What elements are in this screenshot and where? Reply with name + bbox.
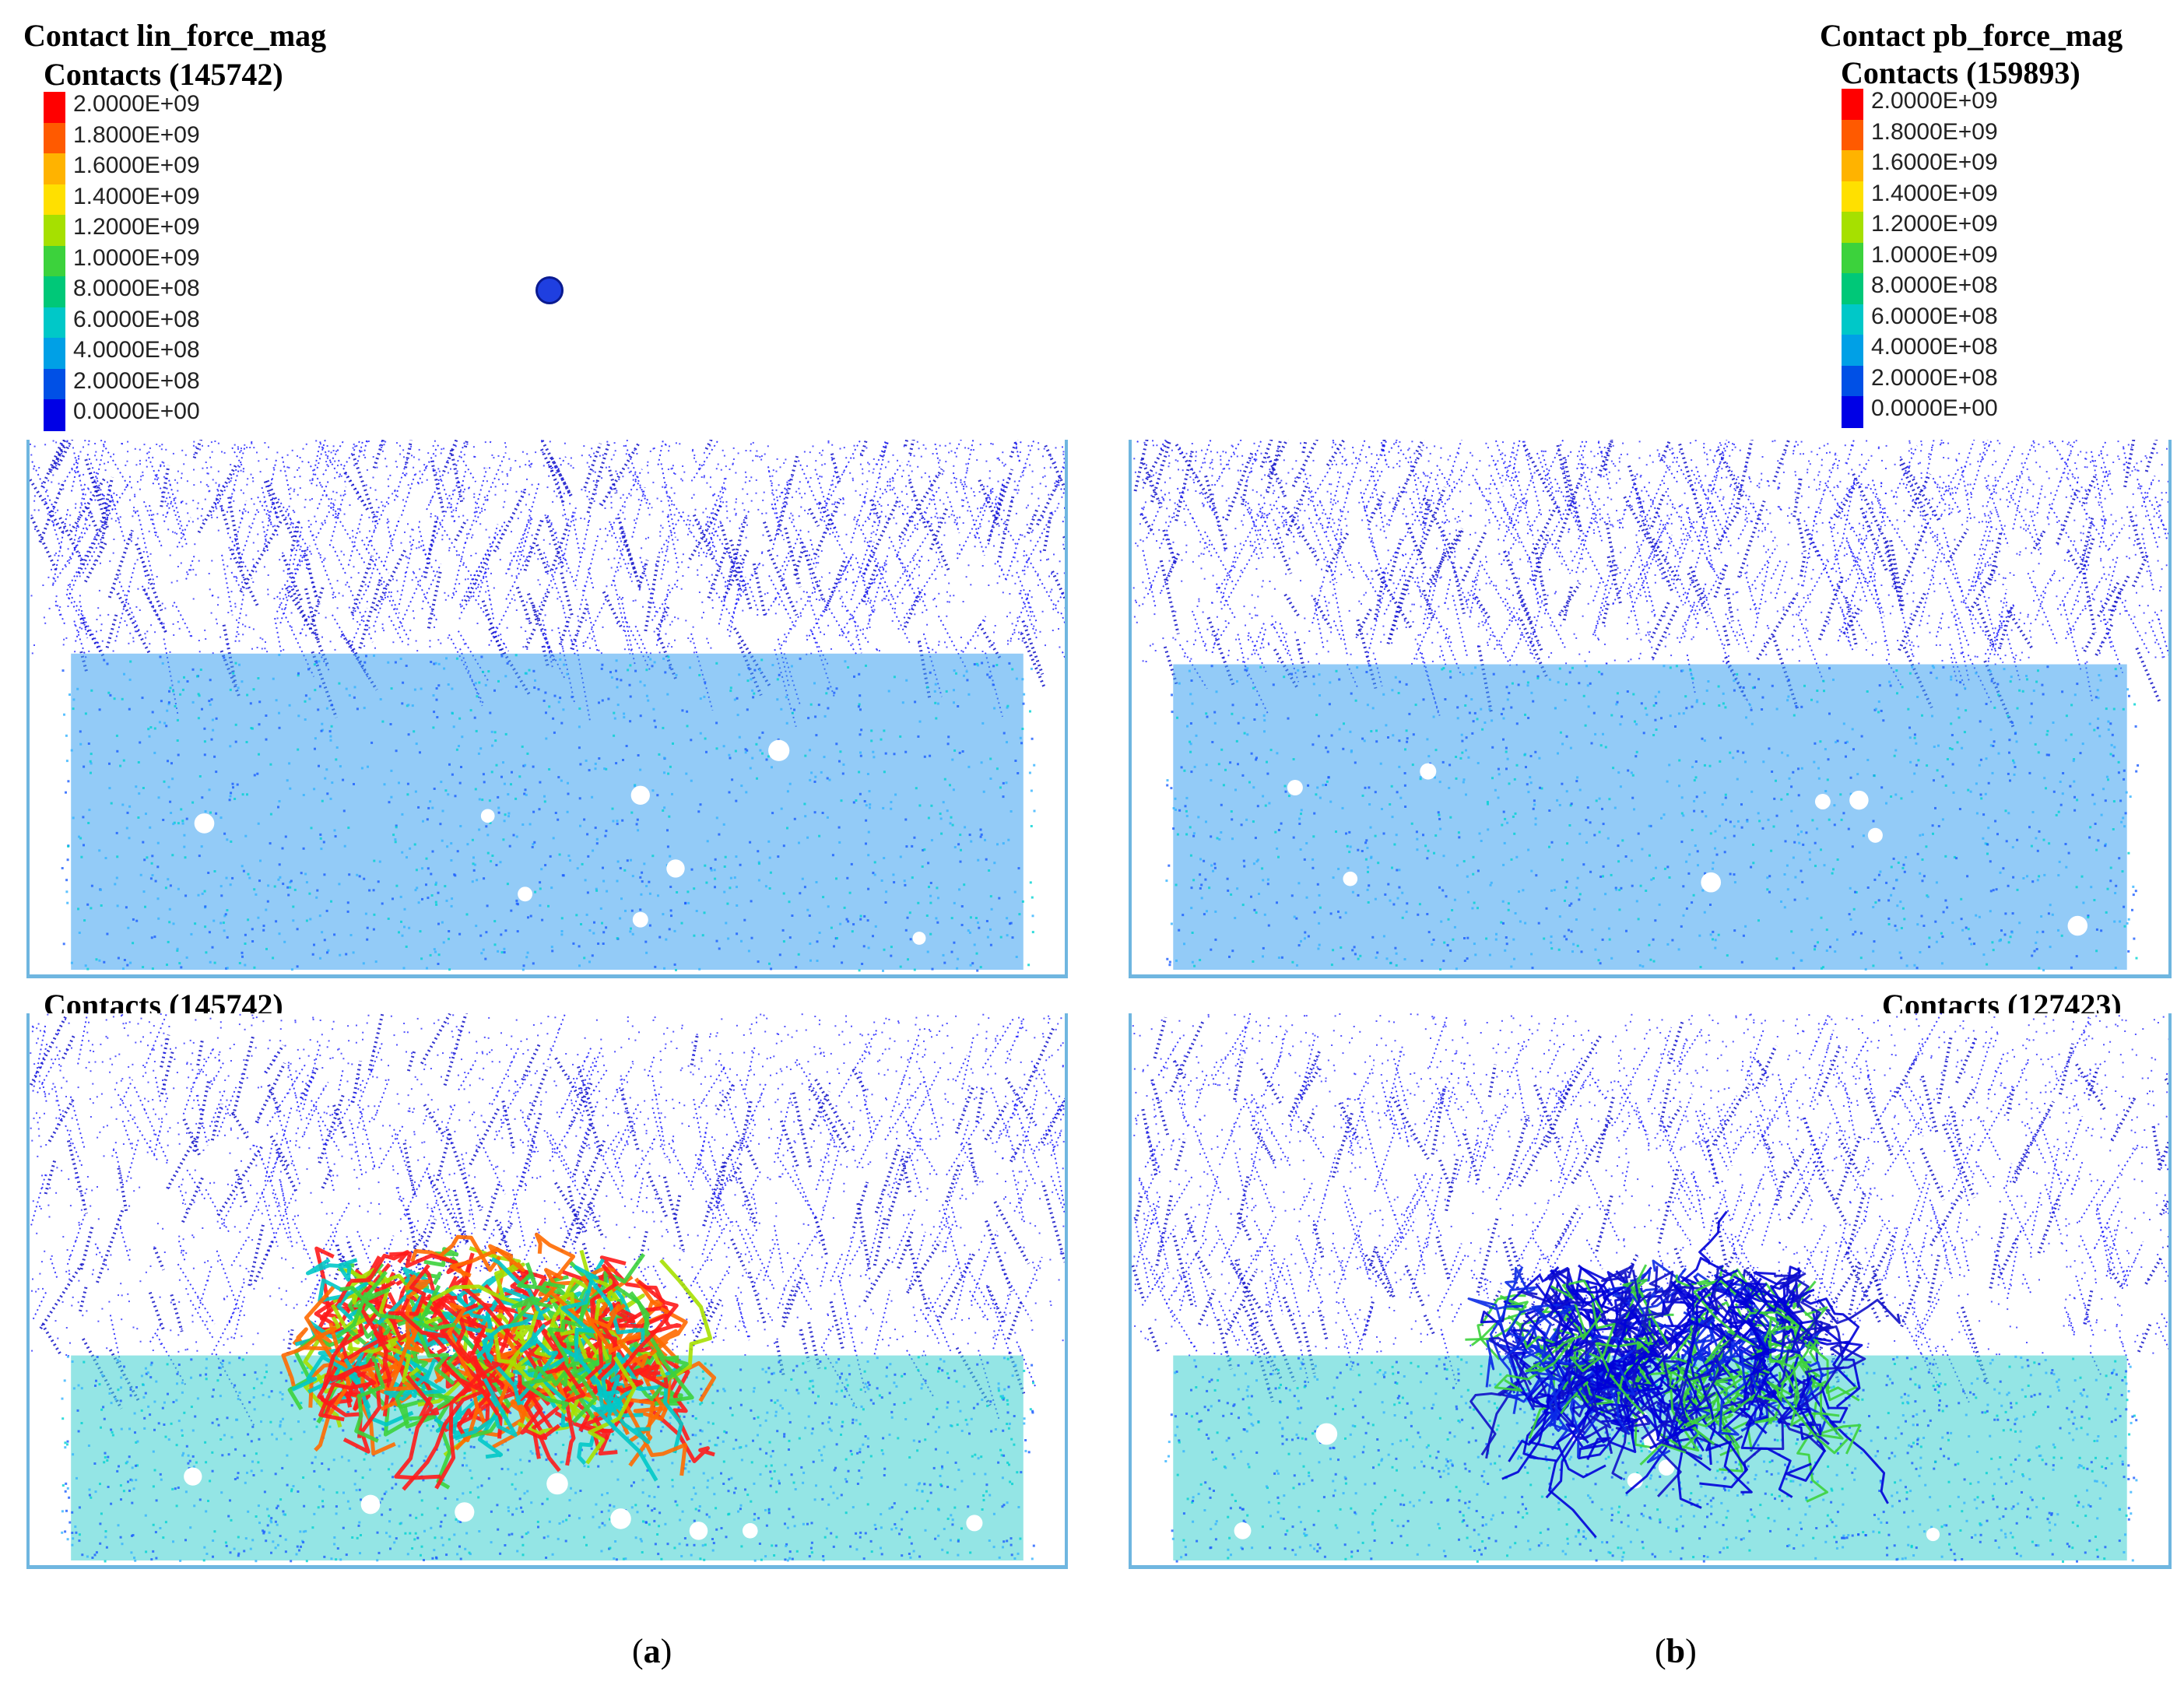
panel-a-before-impact bbox=[26, 440, 1068, 978]
panel-a-legend-swatch bbox=[44, 122, 65, 154]
caption-b: (b) bbox=[1655, 1631, 1697, 1671]
panel-a-legend-swatch bbox=[44, 153, 65, 185]
panel-a-legend-swatch bbox=[44, 276, 65, 308]
panel-a-legend-tick-label: 8.0000E+08 bbox=[73, 276, 200, 301]
panel-b-legend-swatch bbox=[1842, 212, 1863, 244]
panel-b-legend-tick-label: 2.0000E+09 bbox=[1871, 88, 1998, 114]
caption-a-close: ) bbox=[660, 1632, 672, 1670]
panel-a-legend-tick-label: 0.0000E+00 bbox=[73, 398, 200, 424]
panel-a-legend-tick-label: 1.6000E+09 bbox=[73, 153, 200, 178]
panel-b-legend-tick-label: 6.0000E+08 bbox=[1871, 303, 1998, 329]
panel-b-title: Contact pb_force_mag bbox=[1820, 18, 2123, 53]
panel-a-legend-swatch bbox=[44, 92, 65, 124]
panel-b-after-impact bbox=[1129, 1013, 2172, 1569]
panel-b-legend-tick-label: 1.8000E+09 bbox=[1871, 118, 1998, 145]
panel-b-legend-tick-label: 1.4000E+09 bbox=[1871, 180, 1998, 206]
panel-b-legend-swatch bbox=[1842, 242, 1863, 274]
panel-b-legend-swatch bbox=[1842, 273, 1863, 305]
panel-b-legend-tick-label: 1.6000E+09 bbox=[1871, 149, 1998, 175]
caption-a: (a) bbox=[632, 1631, 672, 1671]
caption-a-open: ( bbox=[632, 1632, 644, 1670]
panel-b-before-impact bbox=[1129, 440, 2172, 978]
caption-b-letter: b bbox=[1666, 1632, 1686, 1670]
panel-a-legend-tick-label: 1.2000E+09 bbox=[73, 214, 200, 240]
panel-a-legend-swatch bbox=[44, 368, 65, 400]
caption-b-close: ) bbox=[1685, 1632, 1697, 1670]
panel-a-legend-contacts: Contacts (145742) bbox=[44, 57, 283, 92]
panel-a-legend-tick-label: 1.8000E+09 bbox=[73, 121, 200, 148]
panel-b-legend-swatch bbox=[1842, 150, 1863, 182]
panel-b-legend-swatch bbox=[1842, 335, 1863, 367]
panel-a-legend-tick-label: 4.0000E+08 bbox=[73, 337, 200, 363]
contact-network-render bbox=[1132, 1013, 2168, 1563]
panel-a-legend-swatch bbox=[44, 338, 65, 370]
panel-b-legend-swatch bbox=[1842, 304, 1863, 335]
panel-b-legend-contacts: Contacts (159893) bbox=[1841, 55, 2080, 90]
panel-b-legend-tick-label: 4.0000E+08 bbox=[1871, 334, 1998, 360]
panel-b-color-legend: 2.0000E+09 1.8000E+09 1.6000E+09 1.4000E+09… bbox=[1842, 88, 2044, 431]
contact-network-render bbox=[1132, 440, 2168, 972]
panel-a-color-legend: 2.0000E+09 1.8000E+09 1.6000E+09 1.4000E+09… bbox=[44, 91, 246, 434]
panel-b-legend-swatch bbox=[1842, 119, 1863, 151]
panel-b-legend-tick-label: 2.0000E+08 bbox=[1871, 364, 1998, 391]
contact-network-render bbox=[30, 440, 1065, 972]
panel-b-legend-swatch bbox=[1842, 89, 1863, 121]
panel-a-legend-tick-label: 2.0000E+09 bbox=[73, 91, 200, 117]
panel-b-legend-swatch bbox=[1842, 181, 1863, 212]
panel-b-legend-tick-label: 1.2000E+09 bbox=[1871, 211, 1998, 237]
panel-b-legend-swatch bbox=[1842, 396, 1863, 428]
panel-b-legend-tick-label: 1.0000E+09 bbox=[1871, 241, 1998, 268]
panel-a-legend-swatch bbox=[44, 307, 65, 339]
panel-a-legend-tick-label: 6.0000E+08 bbox=[73, 306, 200, 332]
panel-b-legend-tick-label: 8.0000E+08 bbox=[1871, 272, 1998, 298]
panel-a-legend-tick-label: 2.0000E+08 bbox=[73, 367, 200, 394]
contact-network-render bbox=[30, 1013, 1065, 1563]
panel-a-legend-swatch bbox=[44, 399, 65, 431]
panel-a-after-impact bbox=[26, 1013, 1068, 1569]
caption-b-open: ( bbox=[1655, 1632, 1666, 1670]
panel-a-legend-swatch bbox=[44, 215, 65, 247]
panel-b-legend-tick-label: 0.0000E+00 bbox=[1871, 395, 1998, 421]
panel-a-legend-tick-label: 1.0000E+09 bbox=[73, 244, 200, 271]
panel-b-legend-swatch bbox=[1842, 365, 1863, 397]
panel-a-legend-tick-label: 1.4000E+09 bbox=[73, 183, 200, 209]
projectile-particle bbox=[535, 276, 564, 304]
caption-a-letter: a bbox=[643, 1632, 661, 1670]
panel-a-title: Contact lin_force_mag bbox=[23, 18, 327, 53]
panel-a-legend-swatch bbox=[44, 245, 65, 277]
panel-a-legend-swatch bbox=[44, 184, 65, 216]
